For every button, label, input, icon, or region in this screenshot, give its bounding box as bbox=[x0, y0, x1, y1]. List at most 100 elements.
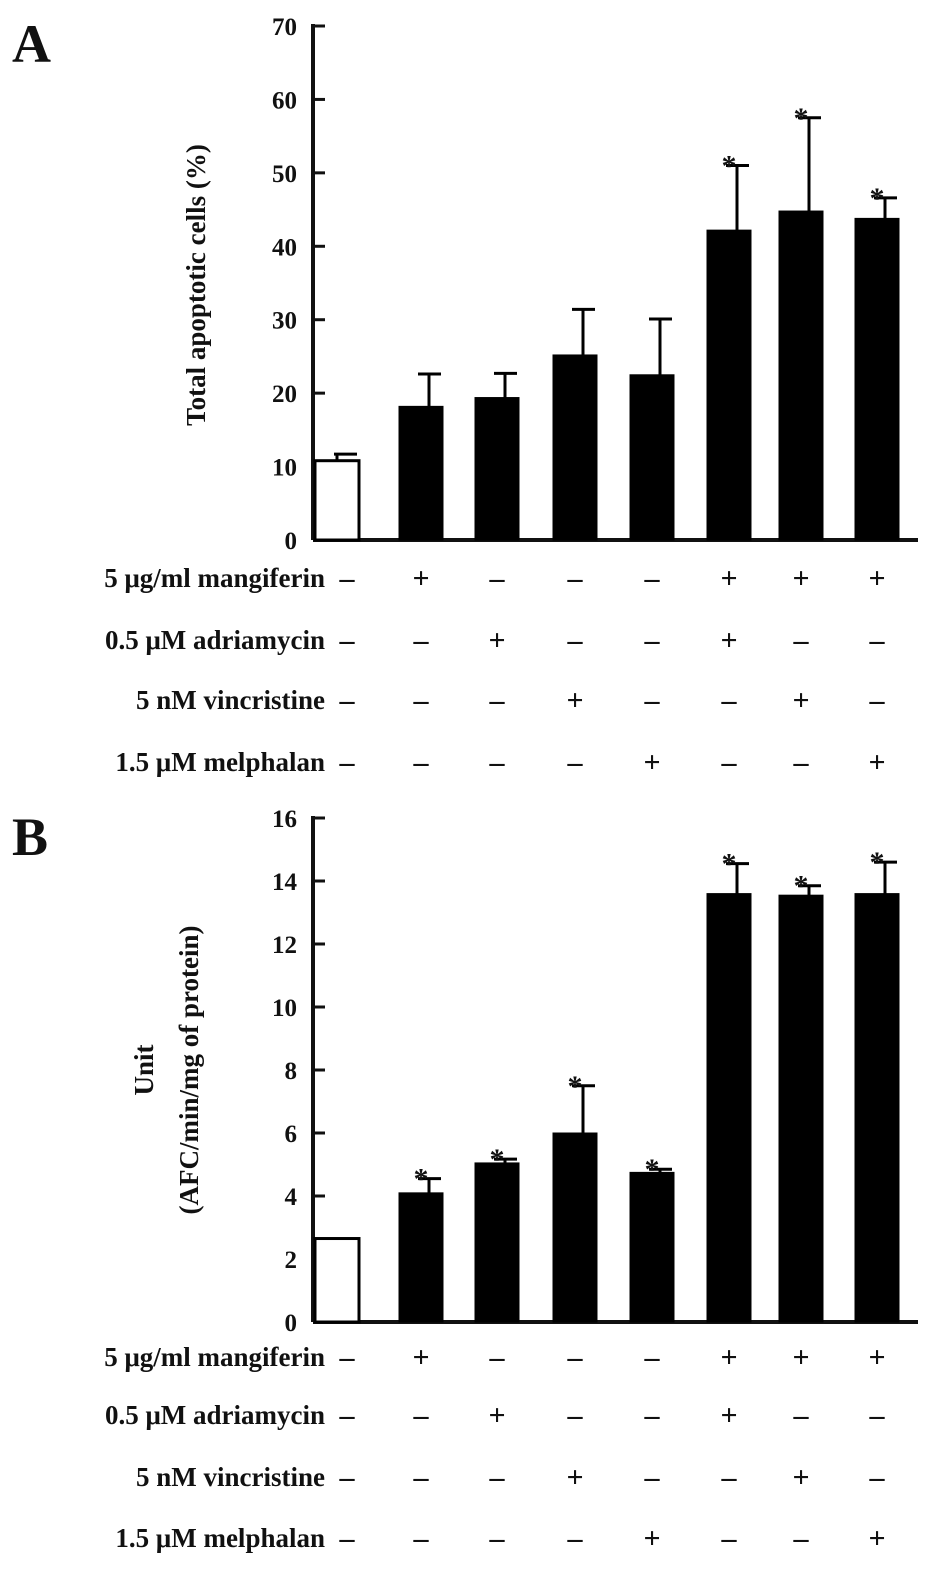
treatment-plus: + bbox=[412, 562, 429, 595]
y-axis-subtitle-b: (AFC/min/mg of protein) bbox=[174, 926, 204, 1215]
treatment-minus: – bbox=[489, 1522, 506, 1555]
treatment-minus: – bbox=[869, 684, 886, 717]
treatment-plus: + bbox=[868, 746, 885, 779]
treatment-plus: + bbox=[792, 1461, 809, 1494]
treatment-label: 5 μg/ml mangiferin bbox=[104, 1342, 325, 1372]
y-tick-label: 16 bbox=[272, 806, 297, 833]
y-axis-title-a: Total apoptotic cells (%) bbox=[181, 144, 211, 426]
treatment-minus: – bbox=[413, 624, 430, 657]
treatment-plus: + bbox=[412, 1341, 429, 1374]
treatment-label: 1.5 μM melphalan bbox=[115, 1523, 325, 1553]
treatment-minus: – bbox=[793, 1522, 810, 1555]
y-tick-label: 40 bbox=[272, 234, 297, 261]
treatment-label: 0.5 μM adriamycin bbox=[105, 625, 325, 655]
y-tick-label: 10 bbox=[272, 995, 297, 1022]
treatment-plus: + bbox=[792, 684, 809, 717]
treatment-label: 0.5 μM adriamycin bbox=[105, 1400, 325, 1430]
treatment-minus: – bbox=[339, 684, 356, 717]
treatment-minus: – bbox=[413, 1522, 430, 1555]
treatment-minus: – bbox=[339, 746, 356, 779]
treatment-minus: – bbox=[489, 1461, 506, 1494]
treatment-minus: – bbox=[793, 1399, 810, 1432]
significance-star: * bbox=[414, 1163, 429, 1196]
y-axis-title-b: Unit bbox=[129, 1044, 159, 1095]
treatment-table-a: 5 μg/ml mangiferin – + – – – + + +0.5 μM adriamy… bbox=[104, 562, 885, 779]
treatment-label: 1.5 μM melphalan bbox=[115, 747, 325, 777]
y-tick-label: 20 bbox=[272, 381, 297, 408]
y-tick-label: 12 bbox=[272, 932, 297, 959]
treatment-plus: + bbox=[792, 1341, 809, 1374]
treatment-label: 5 nM vincristine bbox=[136, 1462, 325, 1492]
treatment-minus: – bbox=[489, 746, 506, 779]
treatment-minus: – bbox=[339, 562, 356, 595]
y-tick-label: 2 bbox=[285, 1247, 298, 1274]
bar bbox=[552, 1132, 598, 1323]
treatment-minus: – bbox=[489, 1341, 506, 1374]
panel-letter-b: B bbox=[12, 807, 48, 867]
treatment-plus: + bbox=[792, 562, 809, 595]
treatment-minus: – bbox=[644, 562, 661, 595]
significance-star: * bbox=[794, 102, 809, 135]
y-tick-label: 0 bbox=[285, 1310, 298, 1337]
significance-star: * bbox=[490, 1143, 505, 1176]
y-tick-label: 70 bbox=[272, 14, 297, 41]
treatment-minus: – bbox=[413, 1461, 430, 1494]
bar bbox=[474, 1162, 520, 1323]
treatment-minus: – bbox=[721, 1461, 738, 1494]
treatment-minus: – bbox=[567, 1341, 584, 1374]
treatment-minus: – bbox=[567, 1522, 584, 1555]
treatment-minus: – bbox=[413, 684, 430, 717]
bar bbox=[313, 459, 361, 542]
treatment-minus: – bbox=[721, 1522, 738, 1555]
treatment-plus: + bbox=[720, 562, 737, 595]
significance-star: * bbox=[870, 846, 885, 879]
treatment-minus: – bbox=[489, 562, 506, 595]
treatment-table-b: 5 μg/ml mangiferin – + – – – + + +0.5 μM adriamy… bbox=[104, 1341, 885, 1555]
y-tick-label: 30 bbox=[272, 308, 297, 335]
treatment-minus: – bbox=[644, 1461, 661, 1494]
treatment-plus: + bbox=[868, 1522, 885, 1555]
bar bbox=[398, 1192, 444, 1323]
treatment-minus: – bbox=[869, 1461, 886, 1494]
treatment-minus: – bbox=[567, 746, 584, 779]
treatment-minus: – bbox=[489, 684, 506, 717]
treatment-minus: – bbox=[567, 562, 584, 595]
treatment-minus: – bbox=[413, 1399, 430, 1432]
treatment-minus: – bbox=[793, 624, 810, 657]
y-tick-label: 6 bbox=[285, 1121, 298, 1148]
treatment-minus: – bbox=[339, 1461, 356, 1494]
treatment-plus: + bbox=[488, 1399, 505, 1432]
bar bbox=[706, 229, 752, 541]
bar bbox=[854, 893, 900, 1323]
treatment-plus: + bbox=[566, 684, 583, 717]
treatment-minus: – bbox=[413, 746, 430, 779]
bar bbox=[706, 893, 752, 1323]
bar bbox=[313, 1237, 361, 1324]
y-tick-label: 60 bbox=[272, 87, 297, 114]
treatment-plus: + bbox=[566, 1461, 583, 1494]
treatment-plus: + bbox=[488, 624, 505, 657]
treatment-minus: – bbox=[339, 1522, 356, 1555]
significance-star: * bbox=[722, 848, 737, 881]
y-tick-label: 8 bbox=[285, 1058, 298, 1085]
bars-b: * * * * * * * bbox=[313, 846, 900, 1324]
treatment-plus: + bbox=[643, 746, 660, 779]
panel-letter-a: A bbox=[12, 14, 51, 74]
treatment-minus: – bbox=[793, 746, 810, 779]
treatment-plus: + bbox=[720, 1399, 737, 1432]
significance-star: * bbox=[568, 1070, 583, 1103]
treatment-minus: – bbox=[567, 1399, 584, 1432]
treatment-minus: – bbox=[869, 1399, 886, 1432]
panel-b: B Unit (AFC/min/mg of protein) 0 2 4 6 8 10 12… bbox=[12, 806, 918, 1555]
bar bbox=[629, 1171, 675, 1323]
treatment-minus: – bbox=[721, 684, 738, 717]
bar bbox=[854, 217, 900, 541]
y-tick-label: 14 bbox=[272, 869, 298, 896]
treatment-minus: – bbox=[644, 684, 661, 717]
bar bbox=[778, 894, 824, 1323]
significance-star: * bbox=[870, 182, 885, 215]
bar bbox=[398, 405, 444, 541]
treatment-label: 5 nM vincristine bbox=[136, 685, 325, 715]
treatment-minus: – bbox=[721, 746, 738, 779]
